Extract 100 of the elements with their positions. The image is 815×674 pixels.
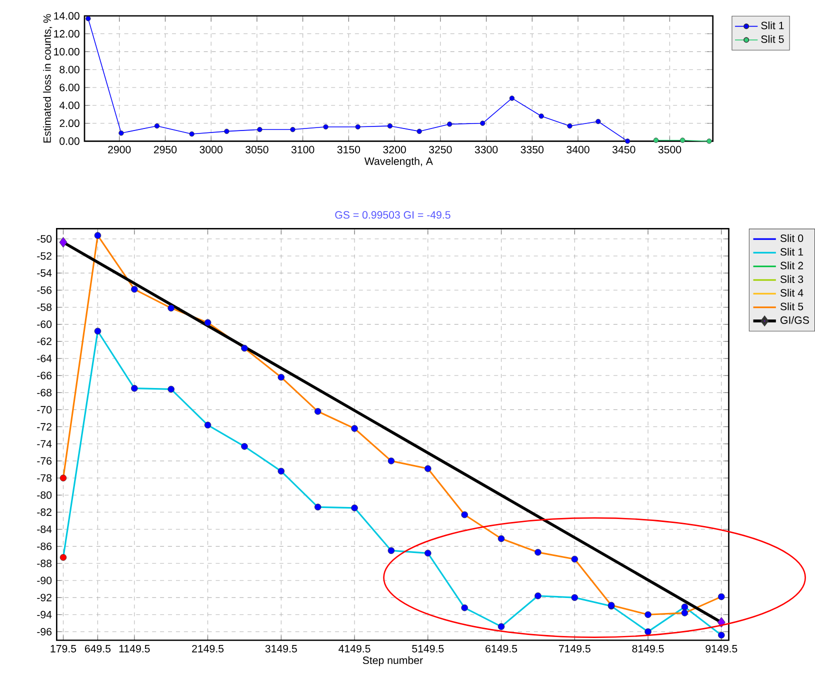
point: [596, 118, 601, 124]
point: [653, 138, 659, 143]
y-tick-label: -86: [37, 542, 52, 550]
point: [681, 610, 688, 616]
x-tick-label: 5149.5: [412, 644, 444, 652]
x-axis-title: Step number: [362, 656, 423, 666]
legend-label: Slit 1: [780, 248, 804, 256]
legend-label: Slit 2: [780, 261, 804, 270]
x-tick-label: 8149.5: [632, 644, 664, 652]
point: [681, 604, 688, 610]
legend-label: GI/GS: [780, 316, 809, 324]
point: [509, 96, 515, 101]
x-tick-label: 649.5: [84, 644, 111, 652]
x-tick-label: 2950: [154, 146, 177, 154]
point: [571, 556, 578, 562]
point: [257, 126, 262, 132]
y-tick-label: 12.00: [54, 30, 80, 38]
point: [323, 124, 328, 130]
x-tick-label: 3400: [566, 146, 590, 154]
point: [461, 511, 468, 518]
x-tick-label: 3050: [246, 146, 268, 154]
point: [718, 593, 725, 600]
y-tick-label: -52: [37, 252, 52, 260]
point: [314, 504, 322, 510]
y-tick-label: -72: [37, 423, 52, 430]
x-tick-label: 3149.5: [265, 644, 297, 652]
y-tick-label: -76: [37, 457, 52, 465]
y-tick-label: 0.00: [60, 137, 80, 145]
point: [480, 120, 486, 126]
x-tick-label: 9149.5: [706, 644, 738, 652]
y-tick-label: -80: [37, 491, 52, 499]
point: [388, 547, 395, 554]
y-tick-label: 10.00: [54, 48, 80, 56]
point: [388, 458, 395, 464]
y-tick-label: -90: [37, 576, 52, 584]
y-tick-label: -56: [37, 286, 52, 294]
x-tick-label: 6149.5: [486, 644, 518, 652]
point: [314, 408, 322, 415]
x-tick-label: 3300: [474, 146, 498, 154]
y-tick-label: -64: [37, 354, 52, 362]
point: [59, 237, 68, 248]
y-tick-label: -70: [37, 406, 52, 414]
point: [538, 114, 544, 119]
point: [86, 16, 91, 22]
point: [94, 232, 102, 239]
point: [718, 632, 725, 638]
y-tick-label: -62: [37, 338, 52, 346]
y-tick-label: -74: [37, 440, 52, 448]
point: [131, 384, 138, 392]
point: [424, 550, 432, 557]
x-tick-label: 3500: [658, 146, 682, 154]
point: [567, 123, 572, 129]
point: [118, 130, 124, 136]
y-axis-title: Estimated loss in counts, %: [43, 14, 52, 142]
legend-label: Slit 3: [780, 275, 804, 283]
point: [387, 123, 393, 129]
x-tick-label: 3100: [291, 146, 314, 154]
x-tick-label: 2149.5: [192, 644, 224, 652]
legend-label: Slit 5: [780, 302, 804, 310]
point: [447, 122, 452, 127]
point: [351, 425, 358, 432]
point: [351, 504, 358, 512]
point: [168, 304, 174, 312]
y-tick-label: 14.00: [54, 12, 80, 20]
y-tick-label: -94: [37, 610, 52, 618]
y-tick-label: -84: [37, 525, 52, 533]
x-tick-label: 3200: [383, 146, 406, 154]
point: [534, 548, 542, 556]
y-tick-label: -54: [37, 269, 52, 277]
legend-label: Slit 4: [780, 288, 804, 297]
legend-label: Slit 5: [761, 35, 784, 43]
point: [680, 138, 686, 143]
point: [60, 474, 67, 482]
x-tick-label: 7149.5: [558, 644, 590, 652]
y-tick-label: -92: [37, 594, 52, 602]
y-tick-label: -60: [37, 320, 52, 328]
y-tick-label: -88: [37, 560, 52, 568]
x-tick-label: 3000: [200, 146, 222, 154]
x-tick-label: 3350: [520, 146, 544, 154]
y-tick-label: -82: [37, 508, 52, 516]
y-tick-label: -96: [37, 628, 52, 636]
y-tick-label: -50: [37, 235, 52, 243]
point: [706, 138, 712, 144]
point: [644, 628, 652, 636]
y-tick-label: 2.00: [60, 119, 80, 127]
point: [131, 286, 138, 293]
point: [290, 126, 296, 132]
point: [498, 535, 505, 542]
point: [644, 611, 652, 618]
x-tick-label: 2900: [108, 146, 131, 154]
y-tick-label: 6.00: [60, 84, 80, 92]
y-tick-label: -58: [37, 303, 52, 311]
point: [355, 124, 360, 130]
point: [278, 468, 285, 475]
y-tick-label: -68: [37, 388, 52, 396]
x-tick-label: 179.5: [50, 644, 76, 652]
point: [94, 328, 102, 334]
point: [416, 128, 422, 134]
point: [189, 131, 194, 137]
y-tick-label: -78: [37, 474, 52, 482]
